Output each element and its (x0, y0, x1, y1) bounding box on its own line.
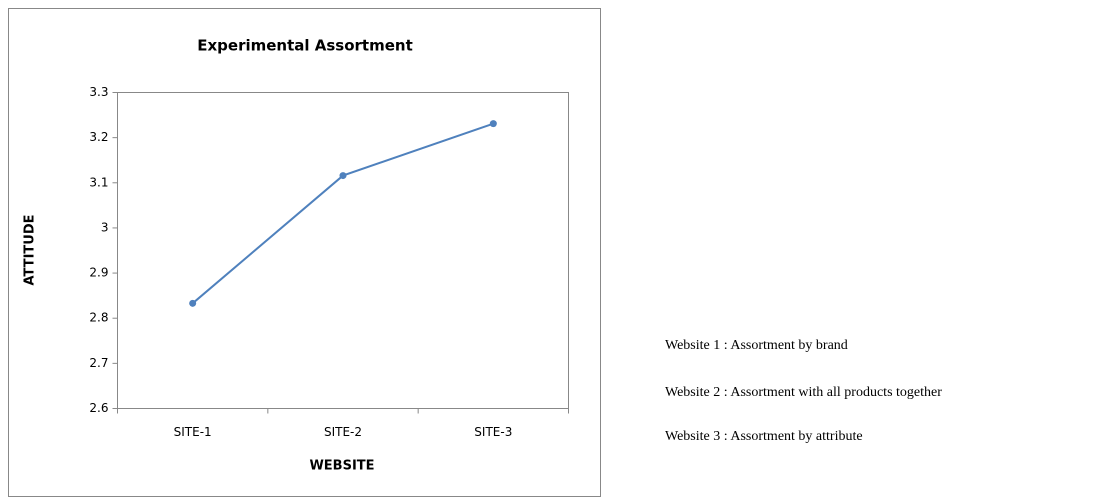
y-tick-label: 3.2 (89, 130, 108, 144)
y-tick-label: 2.6 (89, 401, 108, 415)
data-point (489, 120, 497, 128)
chart-frame (8, 8, 601, 497)
y-tick-label: 2.9 (89, 266, 108, 280)
y-tick-label: 3 (101, 220, 109, 234)
x-tick-label: SITE-3 (474, 425, 512, 439)
note: Website 2 : Assortment with all products… (665, 385, 942, 400)
y-tick-label: 2.7 (89, 356, 108, 370)
y-tick-label: 3.1 (89, 175, 108, 189)
y-tick-label: 3.3 (89, 85, 108, 99)
x-axis-label: WEBSITE (309, 459, 374, 474)
plot-area (117, 92, 569, 409)
chart-title: Experimental Assortment (197, 37, 413, 55)
x-tick-label: SITE-1 (174, 425, 212, 439)
data-point (189, 299, 197, 307)
note: Website 1 : Assortment by brand (665, 338, 848, 353)
x-tick-label: SITE-2 (324, 425, 362, 439)
y-tick-label: 2.8 (89, 311, 108, 325)
data-point (339, 172, 347, 180)
y-axis-label: ATTITUDE (23, 214, 38, 285)
note: Website 3 : Assortment by attribute (665, 429, 863, 444)
